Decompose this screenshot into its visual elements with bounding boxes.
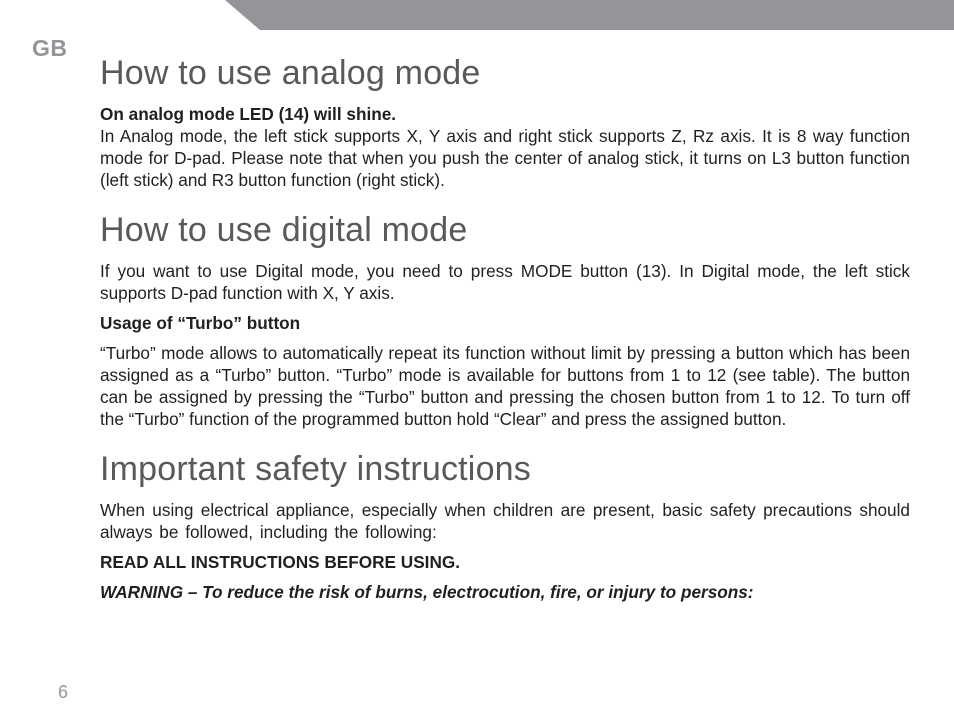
safety-read-all: READ ALL INSTRUCTIONS BEFORE USING. [100,551,910,573]
page-content: How to use analog mode On analog mode LE… [100,54,910,611]
manual-page: GB How to use analog mode On analog mode… [0,0,954,725]
digital-body: If you want to use Digital mode, you nee… [100,260,910,304]
heading-safety: Important safety instructions [100,450,910,489]
turbo-subheading: Usage of “Turbo” button [100,312,910,334]
safety-warning: WARNING – To reduce the risk of burns, e… [100,581,910,603]
header-tab [260,0,954,30]
turbo-body: “Turbo” mode allows to automatically rep… [100,342,910,430]
analog-led-note: On analog mode LED (14) will shine. [100,103,910,125]
heading-digital-mode: How to use digital mode [100,211,910,250]
safety-body: When using electrical appliance, especia… [100,499,910,543]
region-code: GB [32,35,68,62]
page-number: 6 [58,682,68,703]
analog-body: In Analog mode, the left stick supports … [100,125,910,191]
heading-analog-mode: How to use analog mode [100,54,910,93]
